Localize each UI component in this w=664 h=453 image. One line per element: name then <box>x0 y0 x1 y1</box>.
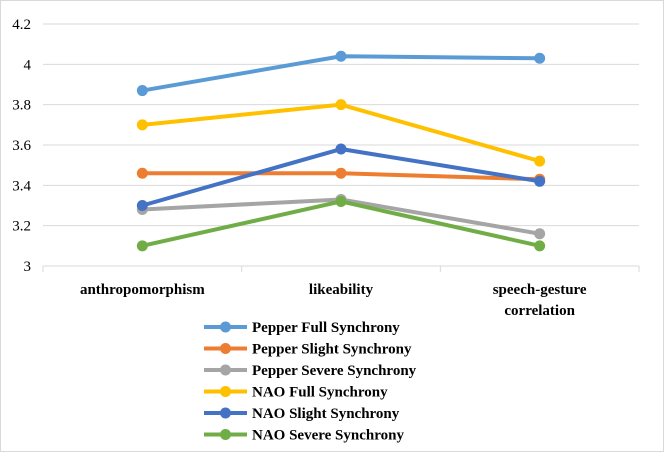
data-point <box>136 240 148 252</box>
data-point <box>534 52 546 64</box>
series-5 <box>136 195 546 252</box>
series-4 <box>136 143 546 211</box>
data-point <box>534 175 546 187</box>
data-point <box>136 85 148 97</box>
y-tick-label: 4.2 <box>12 17 31 33</box>
data-point <box>335 99 347 111</box>
x-tick-label: likeability <box>309 282 374 298</box>
legend-marker <box>220 407 231 419</box>
data-point <box>136 200 148 211</box>
legend-marker <box>220 343 231 354</box>
y-tick-label: 3.2 <box>12 219 31 235</box>
data-point <box>136 167 148 179</box>
data-point <box>335 143 347 155</box>
y-tick-label: 4 <box>24 57 32 73</box>
y-tick-label: 3 <box>24 259 32 275</box>
legend-marker <box>220 364 231 376</box>
legend-marker <box>220 321 231 333</box>
data-point <box>335 195 347 207</box>
y-tick-label: 3.6 <box>12 138 31 154</box>
y-tick-label: 3.4 <box>12 178 31 194</box>
legend: Pepper Full Synchrony Pepper Slight Synch… <box>204 320 417 444</box>
data-point <box>534 240 546 252</box>
x-tick-label: anthropomorphism <box>80 282 205 298</box>
series-0 <box>136 50 546 97</box>
legend-marker <box>220 429 231 440</box>
legend-label: NAO Severe Synchrony <box>252 428 404 444</box>
legend-label: NAO Full Synchrony <box>252 385 388 401</box>
legend-label: Pepper Slight Synchrony <box>252 342 412 358</box>
data-point <box>534 155 546 167</box>
data-point <box>335 50 347 62</box>
series-3 <box>136 99 546 167</box>
legend-label: Pepper Full Synchrony <box>252 320 400 336</box>
legend-label: Pepper Severe Synchrony <box>252 363 417 379</box>
y-tick-label: 3.8 <box>12 98 31 114</box>
data-point <box>335 167 347 179</box>
data-point <box>534 228 546 240</box>
x-tick-label: correlation <box>504 303 575 319</box>
x-tick-label: speech-gesture <box>493 282 587 298</box>
legend-marker <box>220 386 231 397</box>
legend-label: NAO Slight Synchrony <box>252 406 400 422</box>
data-point <box>136 119 148 131</box>
